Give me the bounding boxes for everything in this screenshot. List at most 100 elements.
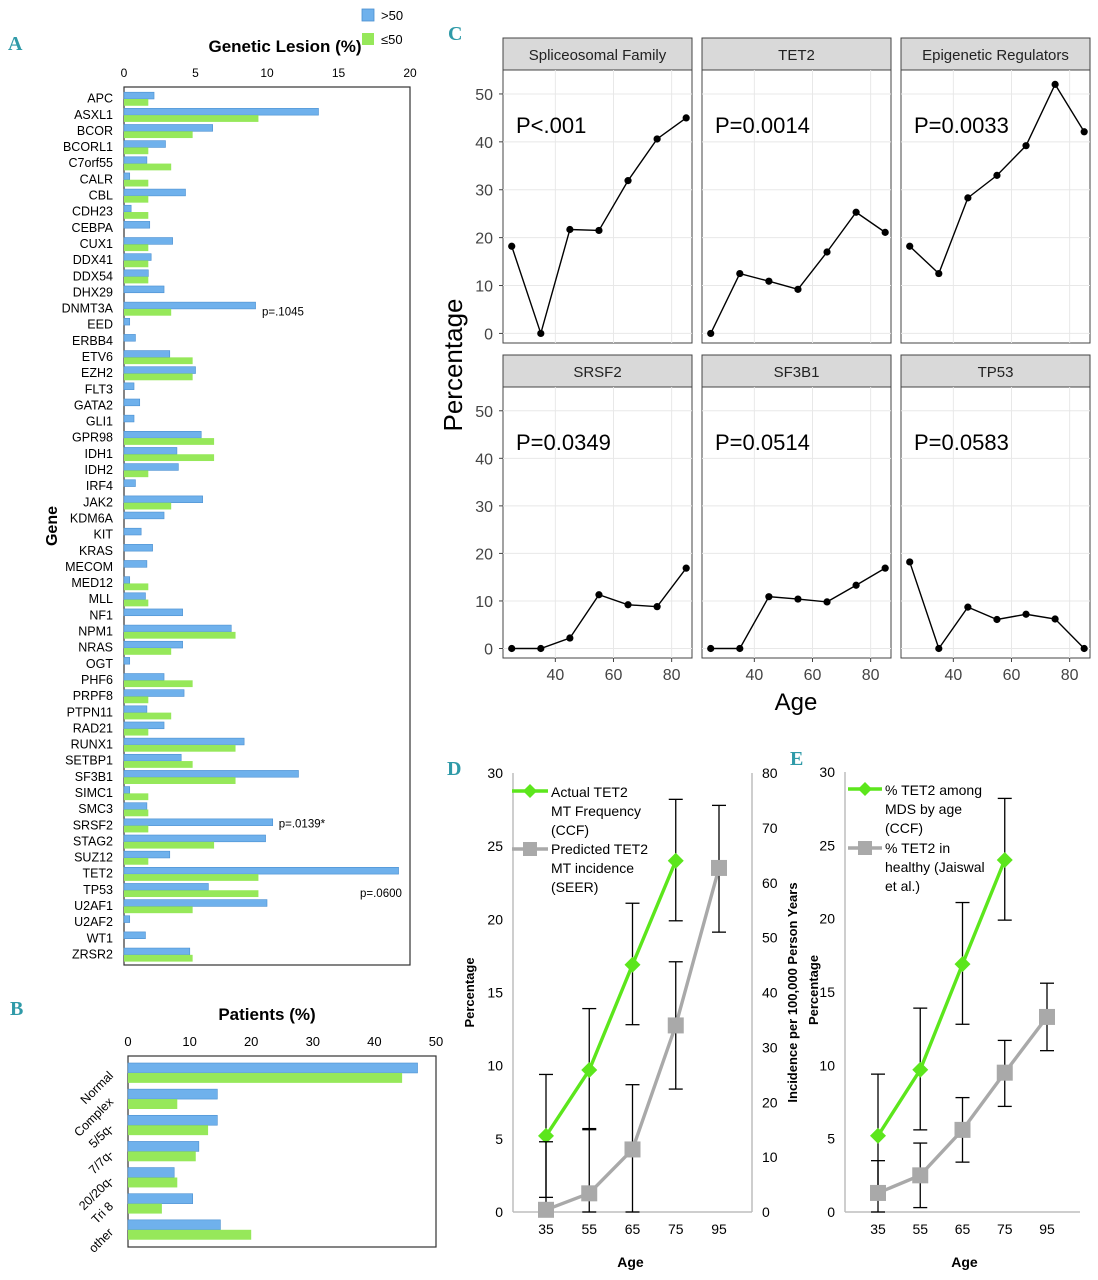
p-value-label: P=0.0033: [914, 113, 1009, 138]
bar-under50: [124, 680, 193, 688]
marker-square: [912, 1167, 929, 1184]
y-tick-label-c: 20: [475, 546, 493, 563]
legend-a: >50 ≤50: [361, 8, 403, 47]
data-point: [624, 601, 632, 609]
legend-text: MT incidence: [551, 860, 634, 876]
data-point: [537, 644, 545, 653]
x-tick-label: 55: [912, 1221, 928, 1237]
panel-a: Genetic Lesion (%) 0 5 10 15 20 Gene APC ASXL1 BC…: [44, 37, 417, 966]
facet-title: SRSF2: [573, 364, 621, 381]
data-point: [682, 564, 690, 572]
gene-label: ERBB4: [72, 334, 113, 348]
y-tick-label-right: 40: [762, 985, 778, 1001]
bar-under50: [128, 1099, 178, 1110]
data-point: [765, 593, 773, 601]
x-tick-label: 65: [955, 1221, 971, 1237]
bar-under50: [124, 115, 259, 122]
bar-over50: [123, 495, 203, 503]
x-tick-label-a: 0: [121, 66, 128, 80]
gene-label: ASXL1: [74, 108, 113, 122]
y-tick-label-left: 10: [819, 1057, 835, 1073]
data-point: [794, 285, 802, 293]
data-point: [566, 634, 574, 642]
bar-over50: [123, 140, 166, 148]
gene-label: EED: [87, 318, 113, 332]
bar-under50: [124, 890, 259, 898]
bar-over50: [127, 1062, 418, 1074]
legend-swatch-blue: [361, 8, 375, 22]
data-point: [707, 644, 715, 653]
x-tick-label-c: 60: [804, 667, 822, 684]
bar-over50: [123, 899, 268, 907]
x-tick-label-c: 40: [944, 667, 962, 684]
y-axis-title-e: Percentage: [806, 955, 821, 1025]
bar-over50: [123, 204, 132, 213]
facet-title: SF3B1: [774, 364, 820, 381]
gene-label: PHF6: [81, 673, 113, 687]
data-point: [682, 114, 690, 122]
facet-frame: [900, 386, 1091, 659]
bar-over50: [123, 770, 299, 778]
bar-under50: [124, 454, 215, 462]
gene-label: ZRSR2: [72, 947, 113, 961]
y-tick-label-c: 10: [475, 279, 493, 296]
x-tick-label: 55: [581, 1221, 597, 1237]
y-tick-label-right: 10: [762, 1149, 778, 1165]
marker-square: [996, 1064, 1013, 1081]
data-point: [736, 644, 744, 653]
x-tick-label: 75: [997, 1221, 1013, 1237]
facet-title: Spliceosomal Family: [529, 47, 667, 64]
p-value-annotation: p=.0139*: [279, 818, 326, 830]
data-point: [935, 269, 943, 278]
marker-diamond: [954, 956, 971, 973]
bar-over50: [123, 705, 148, 713]
legend-text: % TET2 in: [885, 840, 950, 856]
y-tick-label-c: 30: [475, 499, 493, 516]
data-point: [624, 177, 632, 185]
bar-over50: [123, 431, 202, 439]
bar-over50: [123, 317, 131, 326]
y-tick-label-c: 0: [484, 326, 493, 343]
bar-over50: [123, 592, 146, 600]
panel-letter-b: B: [10, 998, 23, 1020]
bar-over50: [123, 156, 148, 164]
facet-frame: [502, 386, 693, 659]
karyotype-label: other: [86, 1225, 116, 1255]
facet-strip: [502, 354, 693, 388]
bar-under50: [124, 179, 149, 187]
bar-over50: [123, 382, 135, 390]
facet-title: TP53: [978, 364, 1014, 381]
legend-text: MDS by age: [885, 801, 962, 817]
bar-under50: [124, 906, 193, 914]
data-point: [537, 329, 545, 338]
gene-label: C7orf55: [69, 156, 114, 170]
bar-under50: [124, 260, 149, 268]
series-line: [544, 860, 678, 1137]
marker-diamond: [581, 1062, 598, 1079]
marker-diamond: [538, 1127, 554, 1144]
facet-frame: [900, 69, 1091, 344]
data-point: [1022, 142, 1030, 150]
data-point: [852, 208, 860, 216]
x-tick-label-c: 80: [1061, 667, 1079, 684]
y-axis-title-a: Gene: [44, 506, 61, 546]
bar-over50: [123, 398, 141, 407]
bar-over50: [123, 947, 191, 956]
bar-over50: [123, 124, 213, 132]
p-value-label: P=0.0583: [914, 430, 1009, 455]
data-point: [595, 226, 603, 235]
x-tick-label: 35: [870, 1221, 886, 1237]
facet-strip: [900, 37, 1091, 71]
bar-under50: [124, 648, 172, 655]
gene-label: DDX54: [73, 269, 113, 283]
bar-over50: [123, 867, 399, 875]
p-value-label: P=0.0514: [715, 430, 810, 455]
gene-label: IRF4: [86, 479, 113, 493]
bar-under50: [124, 631, 236, 639]
bar-over50: [123, 447, 178, 455]
marker-square: [581, 1185, 598, 1202]
facet-title: TET2: [778, 47, 815, 64]
bar-over50: [127, 1114, 218, 1126]
legend-marker-diamond: [523, 784, 537, 798]
gene-label: JAK2: [83, 495, 113, 509]
